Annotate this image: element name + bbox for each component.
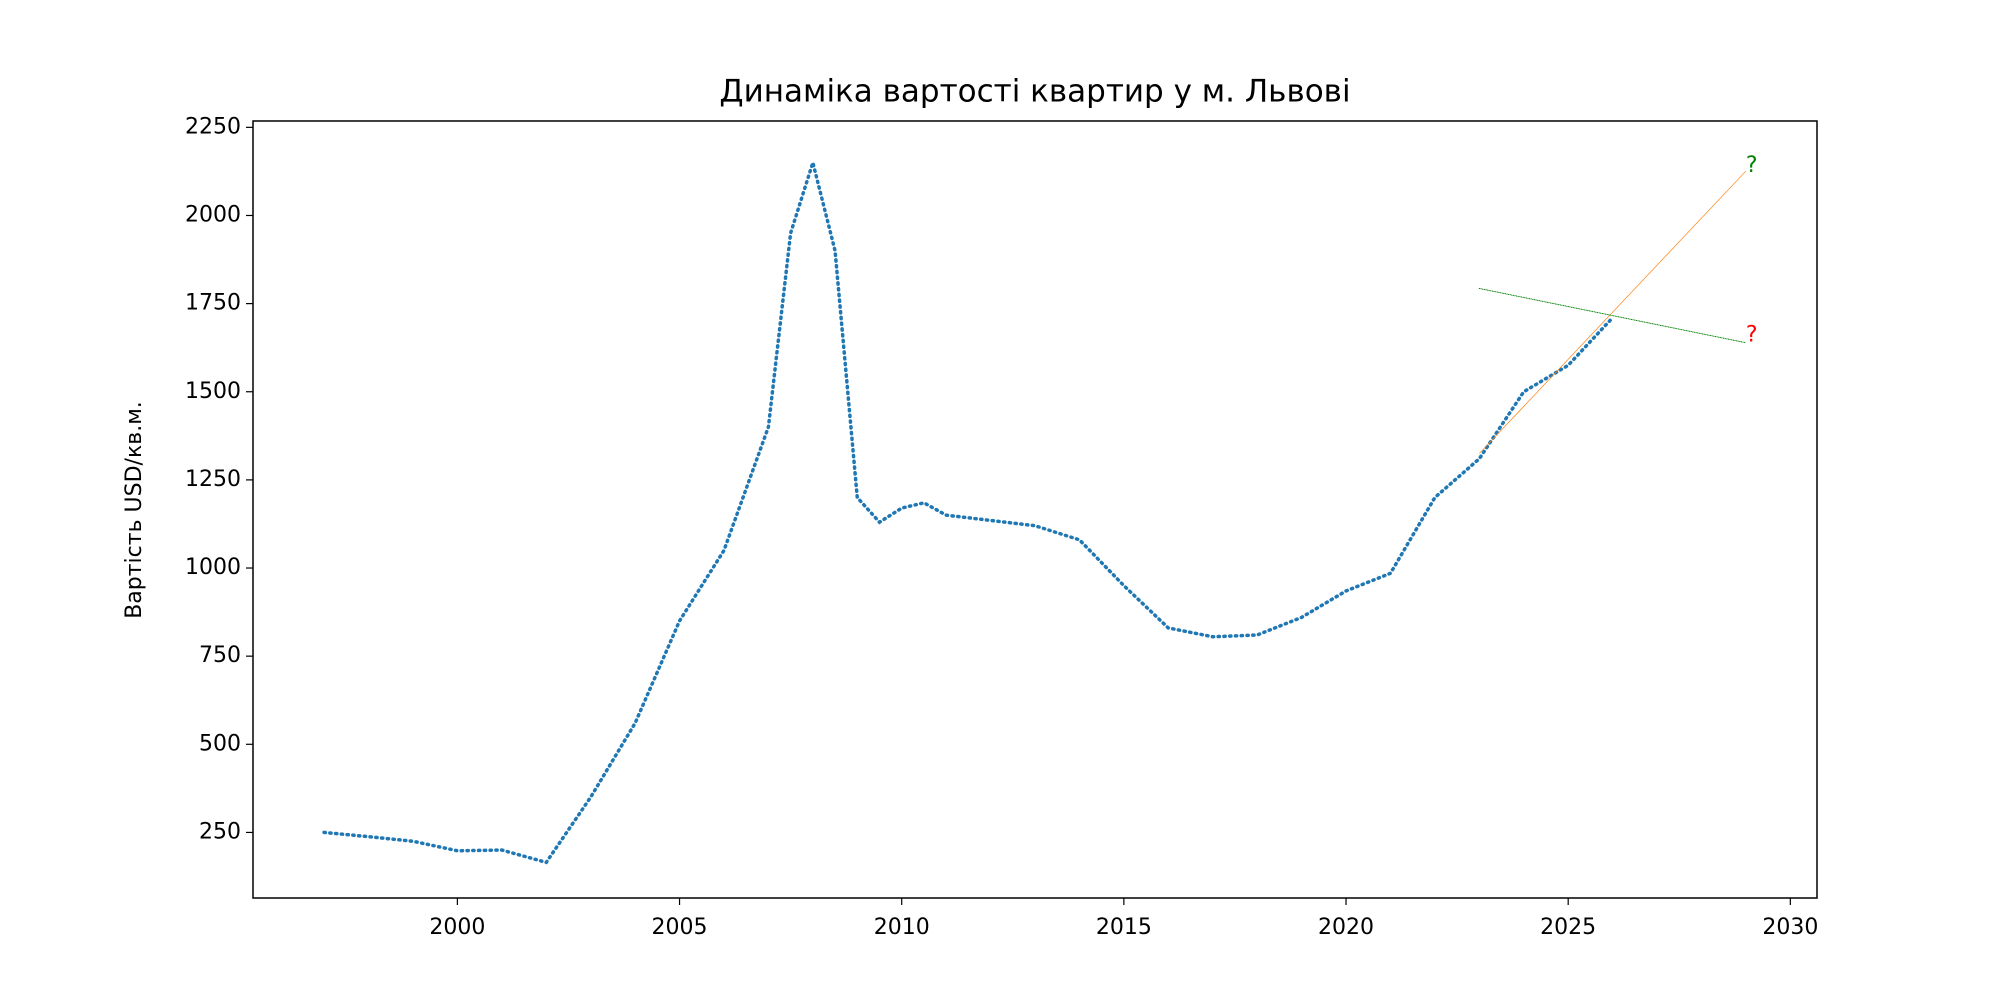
y-tick-label: 1750 <box>185 291 241 316</box>
x-tick-label: 2020 <box>1318 915 1374 940</box>
plot-frame <box>252 120 1818 899</box>
x-tick-label: 2010 <box>874 915 930 940</box>
chart-title: Динаміка вартості квартир у м. Львові <box>719 74 1350 110</box>
y-tick-label: 2000 <box>185 202 241 227</box>
y-tick-label: 250 <box>199 819 241 844</box>
line-series <box>322 156 1615 865</box>
y-tick-label: 1250 <box>185 467 241 492</box>
x-tick-label: 2000 <box>429 915 485 940</box>
x-tick-label: 2025 <box>1540 915 1596 940</box>
y-tick-label: 1000 <box>185 555 241 580</box>
x-tick-label: 2005 <box>652 915 708 940</box>
x-tick-label: 2015 <box>1096 915 1152 940</box>
annotation: ? <box>1746 153 1758 178</box>
line-series <box>1478 287 1747 344</box>
annotation: ? <box>1746 322 1758 347</box>
line-series <box>1479 170 1747 454</box>
y-tick-label: 500 <box>199 731 241 756</box>
y-tick-label: 1500 <box>185 379 241 404</box>
x-tick-label: 2030 <box>1762 915 1818 940</box>
y-tick-label: 2250 <box>185 114 241 139</box>
y-axis-label: Вартість USD/кв.м. <box>122 401 147 619</box>
y-tick-label: 750 <box>199 643 241 668</box>
